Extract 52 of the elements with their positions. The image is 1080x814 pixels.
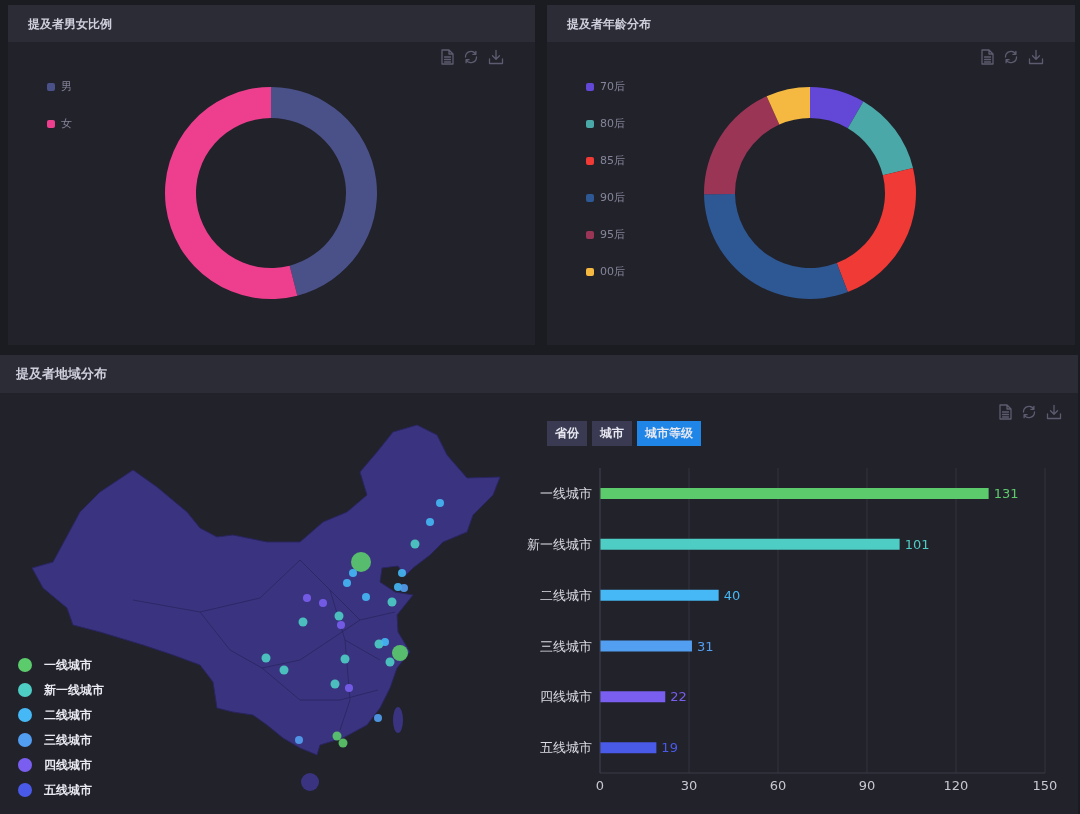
y-tick-label: 二线城市 <box>540 587 592 603</box>
data-label: 40 <box>723 587 741 603</box>
tab-button: 省份 <box>547 421 587 446</box>
legend-label: 00后 <box>600 265 625 278</box>
tab-button: 城市等级 <box>637 421 701 446</box>
bar <box>600 538 900 550</box>
category-label: 五线城市 <box>44 783 92 797</box>
x-tick-label: 120 <box>943 778 969 794</box>
category-label: 四线城市 <box>44 758 92 772</box>
x-tick-label: 0 <box>595 778 605 794</box>
bar <box>600 691 666 703</box>
legend-label: 85后 <box>600 154 625 167</box>
donut-slice <box>810 87 864 129</box>
data-label: 131 <box>993 486 1019 501</box>
donut-slice <box>847 101 913 176</box>
tab-button: 城市 <box>592 421 632 446</box>
y-tick-label: 五线城市 <box>540 740 592 756</box>
donut-slice <box>766 87 810 125</box>
legend-label: 男 <box>61 80 72 93</box>
category-label: 三线城市 <box>44 733 92 747</box>
donut-slice <box>165 87 298 299</box>
donut-slice <box>271 87 377 296</box>
x-tick-label: 150 <box>1032 778 1058 794</box>
y-tick-label: 四线城市 <box>540 689 592 705</box>
data-label: 22 <box>670 689 687 705</box>
y-tick-label: 新一线城市 <box>527 536 592 552</box>
data-label: 31 <box>696 638 714 654</box>
y-tick-label: 一线城市 <box>540 486 592 502</box>
data-label: 101 <box>904 536 930 552</box>
data-label: 19 <box>661 740 678 756</box>
category-label: 新一线城市 <box>44 683 104 697</box>
text: 提及者地域分布 <box>16 366 107 381</box>
category-label: 二线城市 <box>44 708 92 722</box>
chart-title: 提及者男女比例 <box>28 17 112 31</box>
donut-slice <box>704 193 848 299</box>
bar <box>600 742 657 754</box>
legend-label: 95后 <box>600 228 625 241</box>
bar <box>600 589 719 601</box>
donut-slice <box>704 96 780 195</box>
bar <box>600 640 692 652</box>
chart-title: 提及者年龄分布 <box>567 17 651 31</box>
x-tick-label: 90 <box>858 778 876 794</box>
category-label: 一线城市 <box>44 658 92 672</box>
donut-slice <box>836 167 916 293</box>
legend-label: 80后 <box>600 117 625 130</box>
legend-label: 90后 <box>600 191 625 204</box>
legend-label: 70后 <box>600 80 625 93</box>
bar <box>600 488 989 499</box>
legend-label: 女 <box>61 117 72 130</box>
y-tick-label: 三线城市 <box>540 638 592 654</box>
x-tick-label: 60 <box>769 778 787 794</box>
x-tick-label: 30 <box>680 778 698 794</box>
